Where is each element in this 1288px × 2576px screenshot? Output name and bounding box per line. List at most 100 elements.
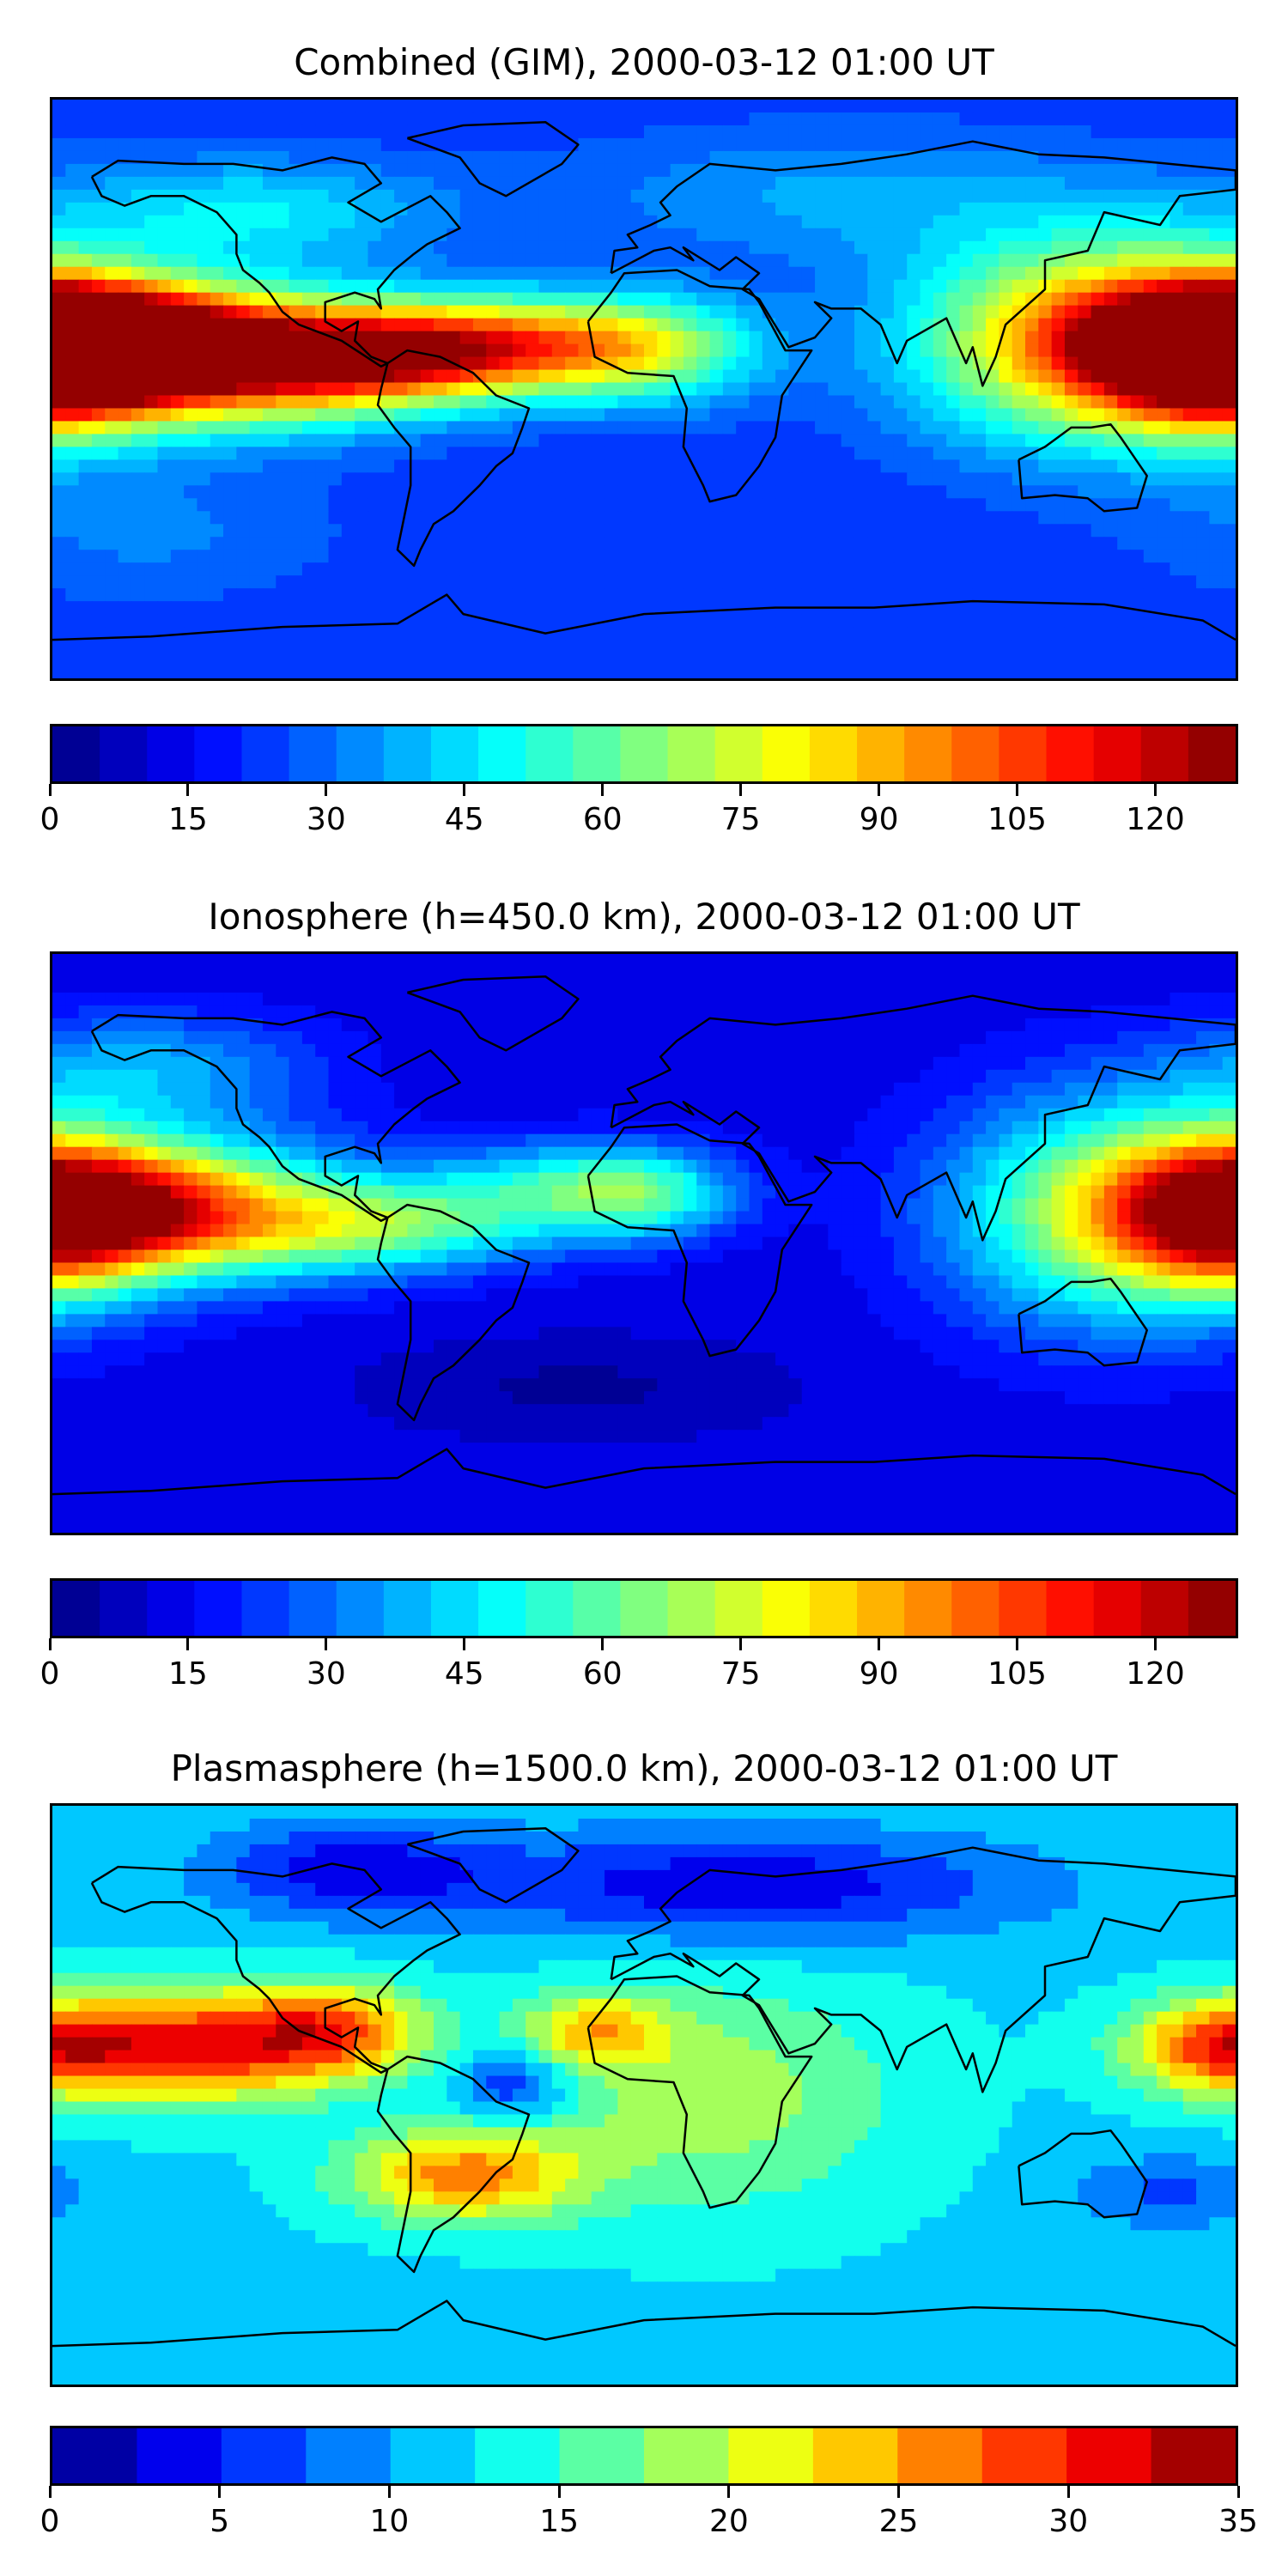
map-1-cell [526,434,540,447]
map-1-cell [644,382,658,397]
map-1-cell [447,176,461,191]
map-1-cell [420,266,434,281]
map-1-cell [893,472,908,486]
map-1-cell [907,653,921,666]
map-1-cell [736,627,750,641]
map-1-cell [420,511,434,525]
map-1-cell [854,498,868,512]
map-1-cell [118,266,132,281]
map-1-cell [1038,575,1053,589]
map-1-cell [105,382,119,397]
map-1-cell [893,395,908,410]
map-1-cell [1038,665,1053,678]
map-1-cell [617,665,632,678]
map-2-cell [157,954,172,968]
map-1-cell [1143,575,1157,589]
map-2-cell [551,1043,566,1058]
map-1-cell [999,382,1013,397]
map-1-cell [815,382,829,397]
map-1-cell [933,112,947,126]
map-1-cell [105,434,119,447]
map-1-cell [788,640,803,653]
map-1-cell [78,382,93,397]
map-1-cell [538,653,553,666]
map-2-cell [434,1056,447,1071]
map-1-cell [341,498,355,512]
map-1-cell [1196,408,1210,422]
map-2-cell [472,966,487,981]
map-1-cell [459,356,474,371]
map-1-cell [420,382,434,397]
map-1-cell [1064,614,1078,628]
colorbar-tick-label: 45 [444,802,484,837]
map-1-cell [1103,100,1118,113]
map-1-cell [1182,382,1197,397]
map-1-cell [551,562,566,576]
map-1-cell [578,524,592,538]
map-1-cell [1051,331,1066,345]
map-1-cell [920,202,934,216]
map-1-cell [1222,588,1236,602]
map-1-cell [722,627,737,641]
colorbar-1-segment [1140,726,1189,781]
map-1-cell [170,601,185,615]
map-1-cell [380,562,395,576]
map-2-cell [434,979,447,993]
map-1-cell [197,472,211,486]
map-1-cell [65,331,80,345]
map-2-cell [1182,979,1197,993]
map-2-cell [683,992,697,1006]
map-1-cell [157,163,172,178]
map-1-cell [880,100,895,113]
map-1-cell [1078,382,1092,397]
map-1-cell [394,447,408,460]
map-1-cell [223,511,237,525]
map-1-cell [276,279,290,294]
map-1-cell [946,292,961,307]
map-1-cell [341,163,355,178]
map-1-cell [197,550,211,563]
map-1-cell [210,279,224,294]
map-1-cell [91,266,106,281]
map-1-cell [328,472,343,486]
map-1-cell [434,550,447,563]
map-2-cell [78,1043,93,1058]
map-1-cell [578,485,592,499]
map-1-cell [105,511,119,525]
map-1-cell [972,537,987,550]
map-1-cell [434,189,447,204]
map-1-cell [538,601,553,615]
map-1-cell [538,524,553,538]
map-1-cell [91,125,106,139]
map-1-cell [1130,395,1145,410]
map-2-cell [368,992,382,1006]
map-1-cell [301,356,316,371]
map-1-cell [459,665,474,678]
map-1-cell [526,601,540,615]
map-1-cell [65,421,80,435]
map-1-cell [420,356,434,371]
map-1-cell [605,228,618,242]
map-1-cell [65,485,80,499]
map-2-cell [630,966,645,981]
map-1-cell [1143,447,1157,460]
map-1-cell [407,511,422,525]
map-1-cell [946,653,961,666]
map-2-cell [815,1030,829,1045]
map-2-cell [368,979,382,993]
map-1-cell [472,640,487,653]
map-1-cell [1170,627,1184,641]
map-1-cell [565,447,580,460]
map-1-cell [959,524,974,538]
map-2-cell [788,966,803,981]
map-1-cell [78,202,93,216]
map-1-cell [999,614,1013,628]
map-1-cell [394,537,408,550]
map-1-cell [1222,100,1236,113]
map-2-cell [959,966,974,981]
map-2-cell [223,1005,237,1019]
map-1-cell [105,163,119,178]
map-2-cell [749,992,763,1006]
map-2-cell [118,1030,132,1045]
map-1-cell [236,382,251,397]
